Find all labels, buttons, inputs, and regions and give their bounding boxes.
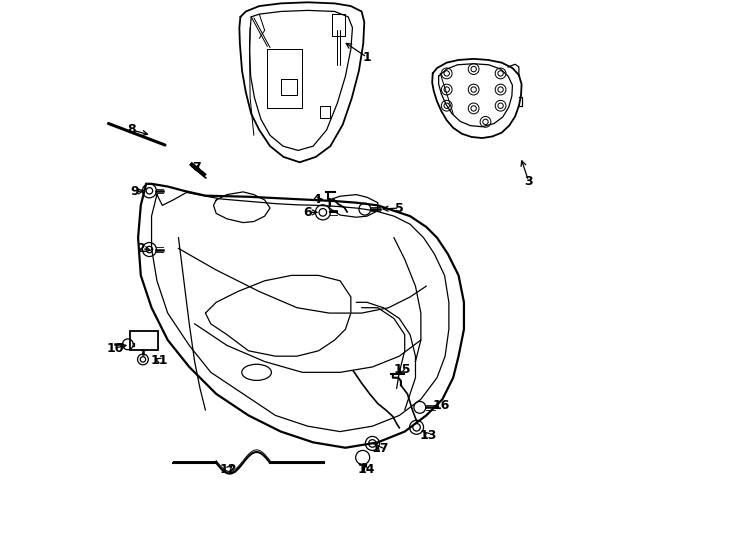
Text: 13: 13 xyxy=(420,429,437,442)
Text: 16: 16 xyxy=(432,399,450,412)
Text: 14: 14 xyxy=(357,463,374,476)
Text: 17: 17 xyxy=(371,442,389,455)
Text: 1: 1 xyxy=(363,51,371,64)
Text: 2: 2 xyxy=(137,242,146,255)
Text: 8: 8 xyxy=(127,124,136,137)
Text: 9: 9 xyxy=(130,185,139,198)
Text: 15: 15 xyxy=(393,363,411,376)
Text: 12: 12 xyxy=(219,463,237,476)
Text: 5: 5 xyxy=(395,201,404,214)
Text: 3: 3 xyxy=(524,174,533,187)
Text: 7: 7 xyxy=(192,161,200,174)
Text: 4: 4 xyxy=(312,193,321,206)
Text: 11: 11 xyxy=(151,354,168,367)
Text: 10: 10 xyxy=(106,342,124,355)
Text: 6: 6 xyxy=(303,206,312,219)
